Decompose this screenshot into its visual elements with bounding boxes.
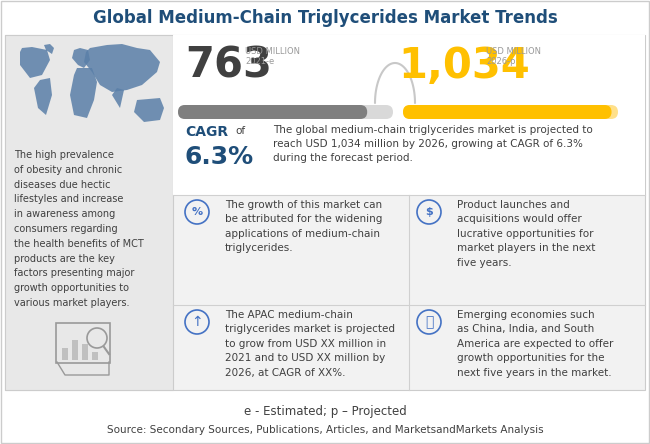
Polygon shape xyxy=(84,44,160,92)
Polygon shape xyxy=(72,48,90,68)
Polygon shape xyxy=(134,98,164,122)
Text: of: of xyxy=(235,126,245,136)
Polygon shape xyxy=(112,88,124,108)
Text: 🌐: 🌐 xyxy=(425,315,433,329)
Text: The APAC medium-chain
triglycerides market is projected
to grow from USD XX mill: The APAC medium-chain triglycerides mark… xyxy=(225,310,395,377)
Polygon shape xyxy=(20,47,50,78)
Polygon shape xyxy=(34,78,52,115)
Text: USD MILLION: USD MILLION xyxy=(245,47,300,56)
Text: Emerging economies such
as China, India, and South
America are expected to offer: Emerging economies such as China, India,… xyxy=(457,310,614,377)
Text: 763: 763 xyxy=(185,45,272,87)
FancyBboxPatch shape xyxy=(62,348,68,360)
Polygon shape xyxy=(70,68,97,118)
Text: The global medium-chain triglycerides market is projected to
reach USD 1,034 mil: The global medium-chain triglycerides ma… xyxy=(273,125,593,163)
FancyBboxPatch shape xyxy=(5,35,645,390)
Text: 2026-p: 2026-p xyxy=(486,57,515,66)
Text: $: $ xyxy=(425,207,433,217)
FancyBboxPatch shape xyxy=(178,105,367,119)
FancyBboxPatch shape xyxy=(173,35,645,195)
Text: Source: Secondary Sources, Publications, Articles, and MarketsandMarkets Analysi: Source: Secondary Sources, Publications,… xyxy=(107,425,543,435)
FancyBboxPatch shape xyxy=(82,344,88,360)
Text: USD MILLION: USD MILLION xyxy=(486,47,541,56)
Text: The growth of this market can
be attributed for the widening
applications of med: The growth of this market can be attribu… xyxy=(225,200,382,253)
FancyBboxPatch shape xyxy=(178,105,393,119)
FancyBboxPatch shape xyxy=(403,105,618,119)
FancyBboxPatch shape xyxy=(92,352,98,360)
Text: The high prevalence
of obesity and chronic
diseases due hectic
lifestyles and in: The high prevalence of obesity and chron… xyxy=(14,150,144,308)
Text: 1,034: 1,034 xyxy=(398,45,530,87)
Text: %: % xyxy=(192,207,203,217)
FancyBboxPatch shape xyxy=(5,35,173,390)
Text: Product launches and
acquisitions would offer
lucrative opportunities for
market: Product launches and acquisitions would … xyxy=(457,200,595,268)
Text: Global Medium-Chain Triglycerides Market Trends: Global Medium-Chain Triglycerides Market… xyxy=(92,9,558,27)
Text: 2021-e: 2021-e xyxy=(245,57,274,66)
Polygon shape xyxy=(44,44,54,54)
FancyBboxPatch shape xyxy=(403,105,612,119)
Text: ↑: ↑ xyxy=(191,315,203,329)
Text: 6.3%: 6.3% xyxy=(185,145,254,169)
FancyBboxPatch shape xyxy=(72,340,78,360)
Text: e - Estimated; p – Projected: e - Estimated; p – Projected xyxy=(244,405,406,418)
Text: CAGR: CAGR xyxy=(185,125,228,139)
